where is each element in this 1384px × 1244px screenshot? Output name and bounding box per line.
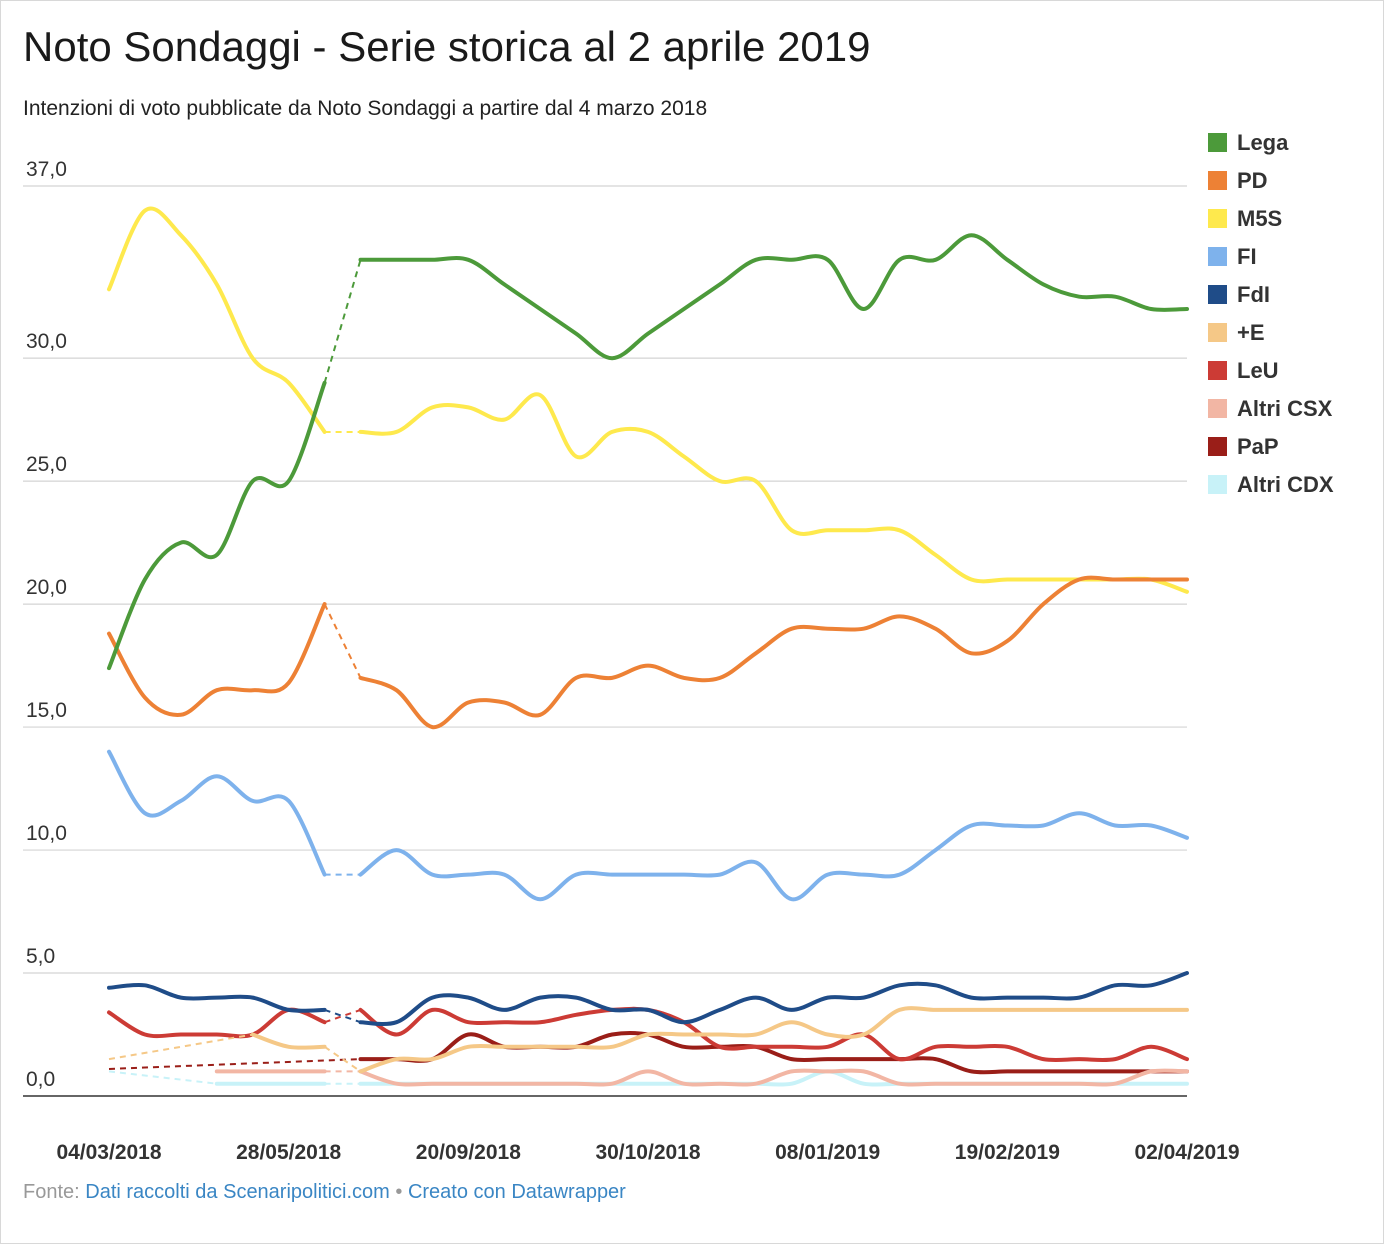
- legend-swatch: [1208, 361, 1227, 380]
- legend-label: +E: [1237, 320, 1265, 345]
- x-axis-ticks: 04/03/2018 28/05/2018 20/09/2018 30/10/2018…: [56, 1141, 1239, 1164]
- series-line: [358, 392, 1189, 594]
- y-axis-ticks: 0,0 5,0 10,0 15,0 20,0 25,0 30,0 37,0: [26, 158, 67, 1091]
- series-line: [358, 233, 1189, 361]
- footer: Fonte: Dati raccolti da Scenaripolitici.…: [23, 1181, 626, 1204]
- series-line: [107, 982, 327, 1013]
- legend-swatch: [1208, 475, 1227, 494]
- series-line: [358, 575, 1189, 730]
- legend-label: M5S: [1237, 206, 1282, 231]
- series-gap-connector: [324, 1045, 362, 1073]
- y-tick-label: 20,0: [26, 576, 67, 599]
- series-line: [358, 1068, 1189, 1087]
- y-tick-label: 30,0: [26, 330, 67, 353]
- legend-label: Altri CSX: [1237, 396, 1333, 421]
- chart-subtitle: Intenzioni di voto pubblicate da Noto So…: [23, 97, 708, 120]
- series-line: [358, 1006, 1189, 1063]
- legend-label: FI: [1237, 244, 1257, 269]
- source-link[interactable]: Dati raccolti da Scenaripolitici.com: [85, 1181, 390, 1203]
- legend-label: LeU: [1237, 358, 1279, 383]
- series-line: [107, 602, 327, 717]
- legend-swatch: [1208, 209, 1227, 228]
- x-tick-label: 08/01/2019: [775, 1141, 880, 1164]
- legend-swatch: [1208, 399, 1227, 418]
- footer-separator: •: [389, 1181, 408, 1203]
- legend-swatch: [1208, 323, 1227, 342]
- series-lines: [107, 206, 1189, 1087]
- x-tick-label: 20/09/2018: [416, 1141, 521, 1164]
- series-m5s: [107, 206, 1189, 594]
- series-line: [250, 1032, 327, 1050]
- series--e: [108, 1006, 1189, 1074]
- series-line: [358, 971, 1189, 1027]
- series-lega: [107, 233, 1189, 671]
- series-line: [358, 1006, 1189, 1074]
- footer-prefix: Fonte:: [23, 1181, 86, 1203]
- legend-label: Lega: [1237, 130, 1289, 155]
- series-line: [107, 206, 327, 434]
- legend-swatch: [1208, 247, 1227, 266]
- legend-label: PaP: [1237, 434, 1279, 459]
- x-tick-label: 28/05/2018: [236, 1141, 341, 1164]
- series-gap-connector: [108, 1033, 253, 1061]
- legend-swatch: [1208, 133, 1227, 152]
- series-line: [107, 380, 327, 671]
- legend-label: PD: [1237, 168, 1268, 193]
- series-gap-connector: [108, 1070, 217, 1085]
- y-tick-label: 37,0: [26, 158, 67, 181]
- series-pd: [107, 575, 1189, 730]
- x-tick-label: 30/10/2018: [595, 1141, 700, 1164]
- series-fi: [107, 749, 1189, 902]
- legend-label: FdI: [1237, 282, 1270, 307]
- series-gap-connector: [323, 259, 362, 384]
- y-tick-label: 15,0: [26, 699, 67, 722]
- series-line: [358, 1031, 1189, 1075]
- series-fdi: [107, 971, 1189, 1027]
- series-line: [358, 811, 1189, 902]
- series-altri-csx: [214, 1068, 1189, 1087]
- gridlines: [23, 185, 1187, 1097]
- legend-swatch: [1208, 285, 1227, 304]
- legend-label: Altri CDX: [1237, 472, 1334, 497]
- y-tick-label: 5,0: [26, 945, 55, 968]
- series-gap-connector: [323, 603, 362, 679]
- series-line: [107, 1007, 327, 1039]
- legend-swatch: [1208, 171, 1227, 190]
- legend-swatch: [1208, 437, 1227, 456]
- y-tick-label: 0,0: [26, 1068, 55, 1091]
- datawrapper-link[interactable]: Creato con Datawrapper: [407, 1181, 626, 1203]
- y-tick-label: 25,0: [26, 453, 67, 476]
- chart-title: Noto Sondaggi - Serie storica al 2 april…: [23, 23, 871, 70]
- series-line: [107, 749, 327, 877]
- y-tick-label: 10,0: [26, 822, 67, 845]
- x-tick-label: 04/03/2018: [56, 1141, 161, 1164]
- x-tick-label: 02/04/2019: [1134, 1141, 1239, 1164]
- series-gap-connector: [108, 1058, 361, 1070]
- x-tick-label: 19/02/2019: [955, 1141, 1060, 1164]
- legend: Lega PD M5S FI FdI +E LeU Altri CSX PaP Altri CDX: [1208, 130, 1334, 497]
